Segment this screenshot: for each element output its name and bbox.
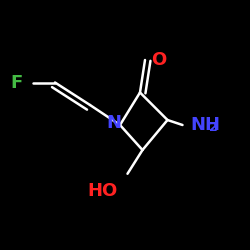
Text: F: F <box>10 74 22 92</box>
Text: N: N <box>106 114 121 132</box>
Text: NH: NH <box>190 116 220 134</box>
Text: 2: 2 <box>209 121 218 134</box>
Text: HO: HO <box>87 182 118 200</box>
Text: O: O <box>151 51 166 69</box>
